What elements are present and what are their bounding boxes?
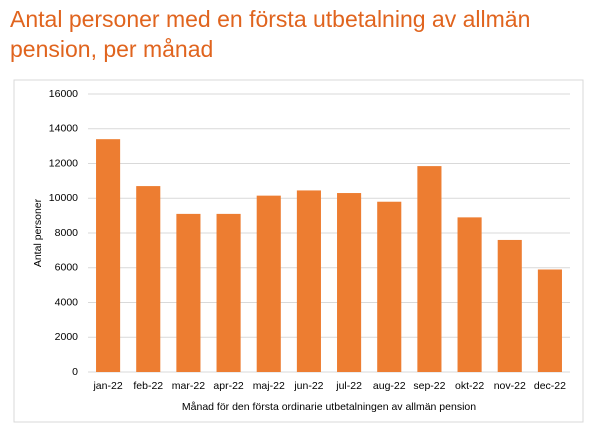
x-tick-label: sep-22: [413, 380, 445, 392]
y-tick-label: 8000: [55, 227, 79, 239]
bar: [337, 193, 362, 372]
x-tick-label: feb-22: [133, 380, 163, 392]
bar: [136, 186, 161, 372]
chart-title: Antal personer med en första utbetalning…: [10, 6, 531, 62]
bar: [537, 269, 562, 372]
x-tick-label: aug-22: [373, 380, 406, 392]
bar: [497, 239, 522, 372]
x-axis-label: Månad för den första ordinarie utbetalni…: [182, 401, 476, 413]
x-tick-label: apr-22: [213, 380, 244, 392]
bar: [256, 195, 281, 372]
y-tick-label: 12000: [49, 157, 78, 169]
y-tick-label: 14000: [49, 123, 78, 135]
y-tick-label: 6000: [55, 262, 79, 274]
bar: [417, 166, 442, 372]
bar: [216, 213, 241, 372]
x-tick-label: okt-22: [455, 380, 484, 392]
y-tick-label: 10000: [49, 192, 78, 204]
bar: [457, 217, 482, 372]
bar: [296, 190, 321, 372]
x-tick-label: mar-22: [172, 380, 205, 392]
x-tick-label: jun-22: [293, 380, 323, 392]
y-tick-label: 2000: [55, 331, 79, 343]
y-tick-label: 4000: [55, 296, 79, 308]
bar: [96, 139, 121, 372]
y-tick-label: 16000: [49, 88, 78, 100]
y-tick-label: 0: [72, 366, 78, 378]
x-tick-label: dec-22: [534, 380, 566, 392]
x-tick-label: maj-22: [253, 380, 285, 392]
x-tick-label: jul-22: [335, 380, 362, 392]
chart-frame: [13, 79, 584, 423]
bar: [176, 213, 201, 372]
x-tick-label: nov-22: [494, 380, 526, 392]
y-axis-label: Antal personer: [32, 198, 44, 267]
x-tick-label: jan-22: [92, 380, 122, 392]
bar: [377, 201, 402, 372]
